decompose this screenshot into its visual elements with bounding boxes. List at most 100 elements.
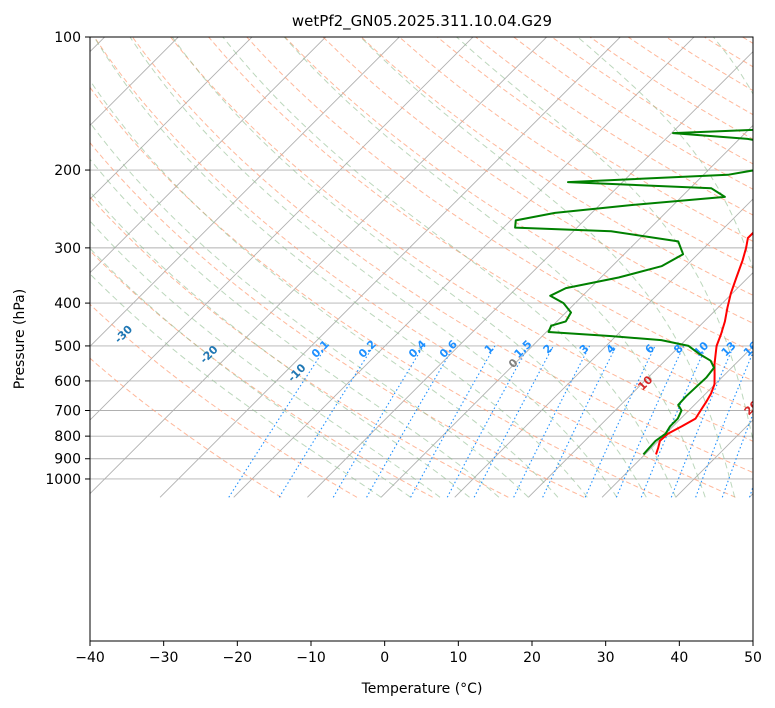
x-tick-label: 30: [597, 650, 615, 666]
dry-adiabat-line: [665, 37, 753, 92]
y-tick-label: 400: [54, 296, 81, 312]
x-axis-ticks: −40 −30 −20 −10 0 10 20 30 40 50: [75, 641, 762, 666]
chart-title: wetPf2_GN05.2025.311.10.04.G29: [292, 12, 552, 31]
isotherm-line: [159, 37, 621, 498]
x-tick-label: −40: [75, 650, 105, 666]
dry-adiabat-line: [322, 37, 753, 324]
y-tick-label: 1000: [45, 472, 81, 488]
moist-adiabat-line: [90, 79, 559, 498]
mixing-ratio-label: 0.4: [406, 337, 429, 360]
dry-adiabat-line: [93, 37, 736, 498]
isotherm-line: [380, 124, 753, 498]
x-tick-label: −30: [149, 650, 179, 666]
isotherm-line: [90, 37, 548, 495]
dry-adiabat-line: [207, 37, 753, 412]
mixing-ratio-label: 0.2: [356, 338, 379, 361]
isotherm-line: [90, 37, 400, 347]
plot-frame: [89, 36, 754, 642]
dry-adiabats: [90, 17, 775, 498]
moist-adiabat-line: [90, 220, 441, 498]
mixing-ratio-line: [410, 345, 496, 498]
dry-adiabat-line: [512, 37, 753, 190]
mixing-ratio-line: [721, 412, 753, 498]
moist-adiabat-line: [90, 273, 382, 498]
dry-adiabat-line: [474, 37, 753, 216]
isobar-grid: [90, 37, 753, 480]
moist-adiabat-line: [93, 37, 588, 498]
dry-adiabat-line: [90, 141, 585, 498]
x-tick-label: −20: [223, 650, 253, 666]
dry-adiabat-line: [747, 17, 775, 498]
dry-adiabat-line: [360, 37, 753, 296]
dry-adiabat-line: [436, 37, 753, 242]
dewpoint-profile-line: [514, 128, 753, 456]
mixing-ratio-label: 13: [719, 339, 739, 359]
mixing-ratio-line: [278, 345, 374, 498]
isotherm-line: [601, 345, 753, 498]
x-tick-label: 50: [744, 650, 762, 666]
isotherm-line: [90, 37, 179, 126]
moist-adiabat-line: [90, 247, 411, 498]
mixing-ratio-line: [366, 345, 455, 498]
dry-adiabat-line: [90, 86, 660, 498]
sounding-profiles: [514, 128, 753, 456]
mixing-ratio-line: [542, 345, 617, 498]
moist-adiabat-line: [90, 158, 500, 498]
dry-adiabat-line: [246, 37, 753, 382]
x-tick-label: −10: [296, 650, 326, 666]
y-tick-label: 200: [54, 163, 81, 179]
y-axis-label: Pressure (hPa): [12, 289, 28, 389]
isotherm-line: [528, 272, 753, 498]
moist-adiabat-line: [222, 37, 677, 498]
x-axis-label: Temperature (°C): [361, 681, 483, 697]
y-tick-label: 900: [54, 452, 81, 468]
x-tick-label: 40: [670, 650, 688, 666]
dry-adiabat-line: [131, 37, 753, 474]
moist-adiabat-line: [456, 37, 753, 443]
mixing-ratio-label: 16: [741, 339, 761, 359]
mixing-ratio-label: 0.1: [309, 338, 332, 361]
mixing-ratio-line: [513, 345, 591, 498]
isotherm-line: [233, 37, 695, 498]
mixing-ratio-label: 1: [482, 342, 497, 357]
dry-adiabat-line: [90, 357, 282, 498]
moist-adiabat-line: [283, 37, 706, 498]
dry-adiabat-line: [398, 37, 753, 269]
moist-adiabat-line: [129, 37, 618, 498]
y-tick-label: 100: [54, 30, 81, 46]
isotherm-line: [454, 198, 753, 498]
x-tick-label: 10: [449, 650, 467, 666]
mixing-ratio-line: [228, 345, 328, 498]
y-axis-ticks: 100 200 300 400 500 600 700 800 900 1000: [45, 30, 90, 488]
moist-adiabat-label: 20: [742, 398, 762, 418]
y-tick-label: 500: [54, 339, 81, 355]
moist-adiabat-line: [90, 121, 529, 498]
x-tick-label: 0: [380, 650, 389, 666]
isotherm-line: [90, 37, 474, 421]
isotherm-line: [90, 37, 253, 200]
isotherm-grid: [90, 37, 753, 498]
y-tick-label: 300: [54, 241, 81, 257]
mixing-ratio-line: [695, 351, 753, 498]
dry-adiabat-label: -40: [29, 300, 52, 323]
y-tick-label: 800: [54, 429, 81, 445]
plot-area: -100-90-80-70-60-50-40-30-20-10 01020304…: [29, 17, 775, 498]
dry-adiabat-line: [90, 303, 358, 498]
dry-adiabat-line: [169, 37, 753, 442]
dry-adiabat-line: [90, 250, 433, 498]
isotherm-line: [90, 37, 327, 274]
mixing-ratio-label: 6: [643, 342, 658, 357]
y-tick-label: 600: [54, 374, 81, 390]
mixing-ratio-line: [332, 345, 424, 498]
x-tick-label: 20: [523, 650, 541, 666]
dry-adiabat-line: [90, 196, 509, 498]
mixing-ratio-label: 20: [765, 339, 775, 359]
temperature-profile-line: [655, 231, 753, 455]
isotherm-line: [675, 419, 753, 498]
mixing-ratio-label: 3: [577, 342, 592, 357]
mixing-ratio-lines: [228, 345, 753, 498]
mixing-ratio-line: [473, 345, 554, 498]
dry-adiabat-line: [284, 37, 753, 353]
mixing-ratio-line: [446, 345, 530, 498]
